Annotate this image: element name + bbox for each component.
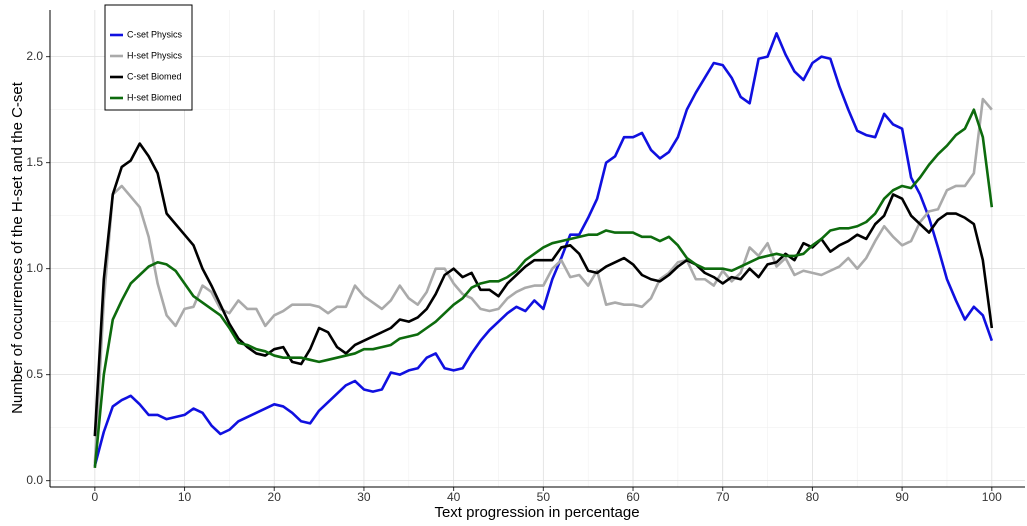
x-tick-label: 60 [626,490,640,504]
legend-label: C-set Physics [127,29,183,39]
x-tick-label: 80 [806,490,820,504]
series-line [93,97,993,464]
x-tick-label: 50 [537,490,551,504]
x-axis-label: Text progression in percentage [434,504,639,521]
series-line [93,32,994,467]
y-tick-label: 1.0 [26,261,43,275]
y-axis-label: Number of occurrences of the H-set and t… [9,81,26,414]
legend-label: H-set Biomed [127,92,182,102]
y-tick-label: 0.5 [26,367,43,381]
x-tick-label: 70 [716,490,730,504]
x-tick-label: 100 [982,490,1002,504]
y-tick-label: 1.5 [26,155,43,169]
x-tick-label: 10 [178,490,192,504]
series-line [93,108,994,469]
x-tick-label: 30 [357,490,371,504]
y-tick-label: 0.0 [26,473,43,487]
x-tick-label: 0 [92,490,99,504]
legend-label: C-set Biomed [127,71,182,81]
legend-box [104,4,193,111]
x-tick-label: 20 [268,490,282,504]
y-tick-label: 2.0 [26,49,43,63]
x-tick-label: 40 [447,490,461,504]
legend-label: H-set Physics [127,50,183,60]
x-tick-label: 90 [895,490,909,504]
